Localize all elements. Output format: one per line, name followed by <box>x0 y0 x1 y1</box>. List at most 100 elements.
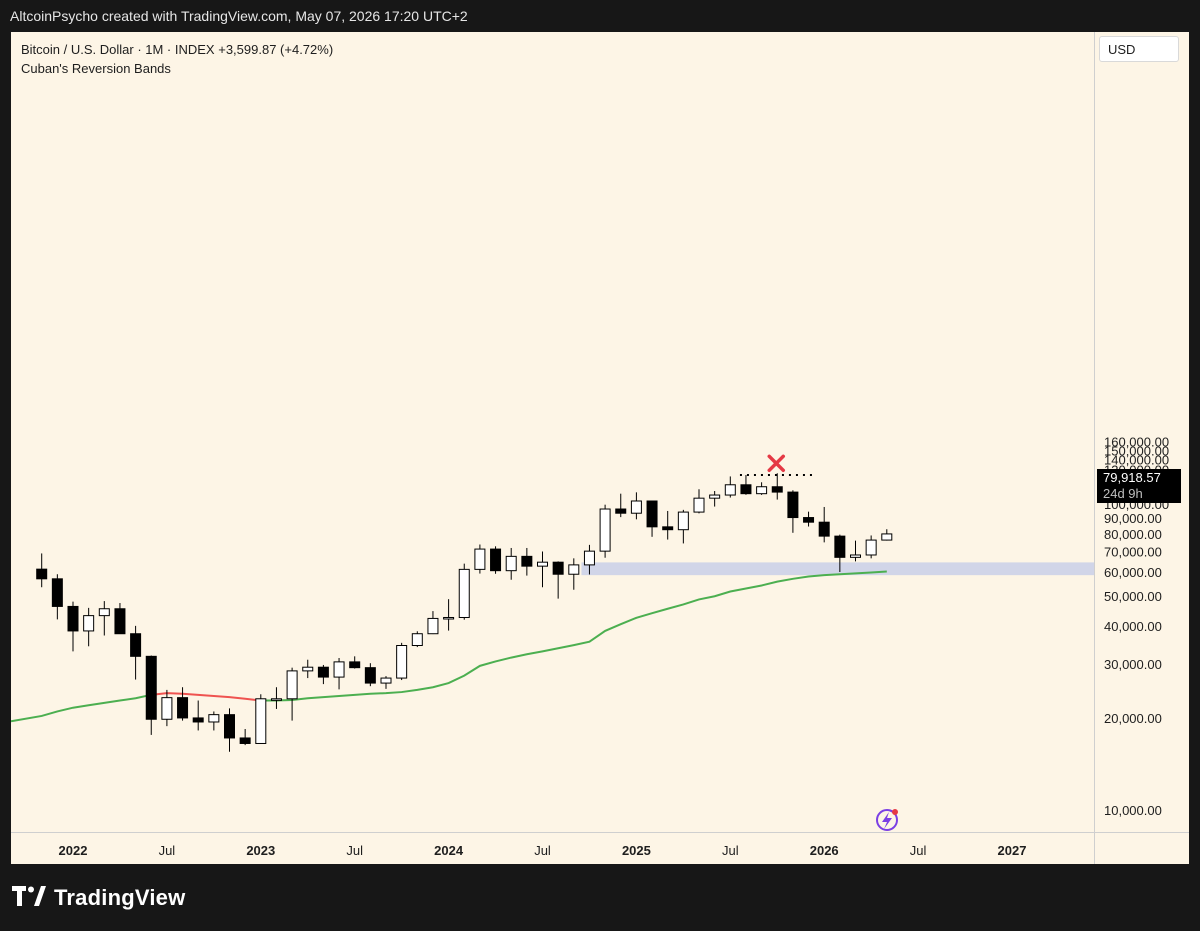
candle-body <box>177 697 189 719</box>
candle-body <box>51 578 63 607</box>
candle-body <box>583 550 595 566</box>
bar-countdown: 24d 9h <box>1103 486 1143 501</box>
candle-body <box>709 494 721 499</box>
candle-body <box>693 497 705 513</box>
candle-body <box>865 539 877 556</box>
candle-2024-08 <box>552 561 564 599</box>
candle-body <box>83 615 95 632</box>
price-tick-label: 10,000.00 <box>1104 803 1162 818</box>
time-tick-label: 2022 <box>59 843 88 858</box>
price-tick-label: 90,000.00 <box>1104 511 1162 526</box>
candle-2025-02 <box>646 500 658 537</box>
candle-body <box>411 633 423 647</box>
annotation-layer <box>739 454 898 831</box>
time-tick-label: 2024 <box>434 843 464 858</box>
time-tick-label: 2027 <box>998 843 1027 858</box>
candle-2023-08 <box>364 663 376 687</box>
candle-body <box>333 661 345 678</box>
candle-2024-01 <box>443 599 455 631</box>
candle-body <box>270 698 282 701</box>
candle-2023-12 <box>427 611 439 635</box>
candle-2023-09 <box>380 676 392 689</box>
candle-body <box>599 508 611 552</box>
candle-body <box>724 484 736 496</box>
reversion-band-below-2 <box>260 570 887 702</box>
candle-2022-08 <box>177 687 189 721</box>
candle-body <box>834 535 846 558</box>
chart-legend: Bitcoin / U.S. Dollar · 1M · INDEX +3,59… <box>21 40 333 78</box>
price-tick-label: 40,000.00 <box>1104 619 1162 634</box>
candle-2023-10 <box>396 642 408 681</box>
time-tick-label: Jul <box>346 843 363 858</box>
time-tick-label: Jul <box>534 843 551 858</box>
caption-text: AltcoinPsycho created with TradingView.c… <box>10 8 468 24</box>
candle-2022-09 <box>192 700 204 731</box>
candle-2025-04 <box>677 509 689 544</box>
candle-2025-10 <box>771 473 783 500</box>
candle-body <box>552 561 564 575</box>
candle-body <box>192 717 204 723</box>
candle-2025-05 <box>693 489 705 514</box>
candle-2026-02 <box>834 534 846 572</box>
candle-2022-06 <box>145 655 157 735</box>
candle-body <box>317 666 329 678</box>
legend-indicator[interactable]: Cuban's Reversion Bands <box>21 61 171 76</box>
candle-body <box>646 500 658 528</box>
candle-2023-03 <box>286 667 298 721</box>
candle-body <box>36 568 48 580</box>
candle-body <box>537 561 548 567</box>
price-tick-label: 150,000.00 <box>1104 443 1169 458</box>
axis-lines <box>11 32 1189 864</box>
candle-2022-04 <box>114 603 126 635</box>
candle-body <box>349 661 361 669</box>
candle-body <box>239 737 251 744</box>
support-zone <box>581 562 1094 576</box>
time-axis[interactable]: 2022 Jul 2023 Jul 2024 Jul 2025 Jul 2026 Jul 2027 <box>59 843 1027 858</box>
candle-2025-09 <box>756 482 768 495</box>
candle-body <box>474 548 486 570</box>
candle-body <box>803 517 815 523</box>
candle-body <box>364 667 376 684</box>
price-tick-label: 80,000.00 <box>1104 527 1162 542</box>
candle-body <box>818 521 830 537</box>
candle-2021-12 <box>51 574 63 620</box>
reversion-band-above <box>151 692 261 702</box>
candle-body <box>458 568 470 618</box>
candle-body <box>505 555 517 572</box>
last-price-value: 79,918.57 <box>1103 470 1161 485</box>
candle-body <box>771 486 783 493</box>
chart-area[interactable]: 10,000.00 20,000.00 30,000.00 40,000.00 50,0… <box>11 32 1189 864</box>
candle-body <box>145 655 157 720</box>
chart-caption: AltcoinPsycho created with TradingView.c… <box>0 0 1200 32</box>
lightning-icon[interactable] <box>876 809 898 831</box>
price-tick-label: 20,000.00 <box>1104 711 1162 726</box>
candle-2026-03 <box>850 540 861 562</box>
candle-2024-05 <box>505 547 517 580</box>
candle-2022-01 <box>67 601 79 652</box>
candle-2023-06 <box>333 658 345 690</box>
legend-symbol: Bitcoin / U.S. Dollar · 1M · INDEX <box>21 42 215 57</box>
candle-2024-06 <box>521 547 533 576</box>
candle-2026-04 <box>865 535 877 559</box>
candle-2021-11 <box>36 553 48 588</box>
candle-body <box>490 548 502 572</box>
candle-body <box>98 608 110 617</box>
price-tick-label: 140,000.00 <box>1104 452 1169 467</box>
legend-change: +3,599.87 (+4.72%) <box>218 42 334 57</box>
support-zone-layer <box>581 562 1094 576</box>
candle-2023-02 <box>270 687 282 709</box>
candle-2024-07 <box>537 551 548 588</box>
candle-2023-07 <box>349 656 361 669</box>
candle-body <box>130 633 142 657</box>
candle-body <box>756 486 768 495</box>
price-chart[interactable]: 10,000.00 20,000.00 30,000.00 40,000.00 50,0… <box>11 32 1189 864</box>
price-tick-label: 60,000.00 <box>1104 565 1162 580</box>
time-tick-label: Jul <box>159 843 176 858</box>
time-tick-label: 2023 <box>246 843 275 858</box>
price-tick-label: 50,000.00 <box>1104 589 1162 604</box>
currency-selector[interactable]: USD <box>1099 36 1179 62</box>
candle-2024-03 <box>474 544 486 574</box>
candle-body <box>161 697 173 720</box>
candle-body <box>302 666 314 672</box>
candle-2025-01 <box>630 492 642 520</box>
